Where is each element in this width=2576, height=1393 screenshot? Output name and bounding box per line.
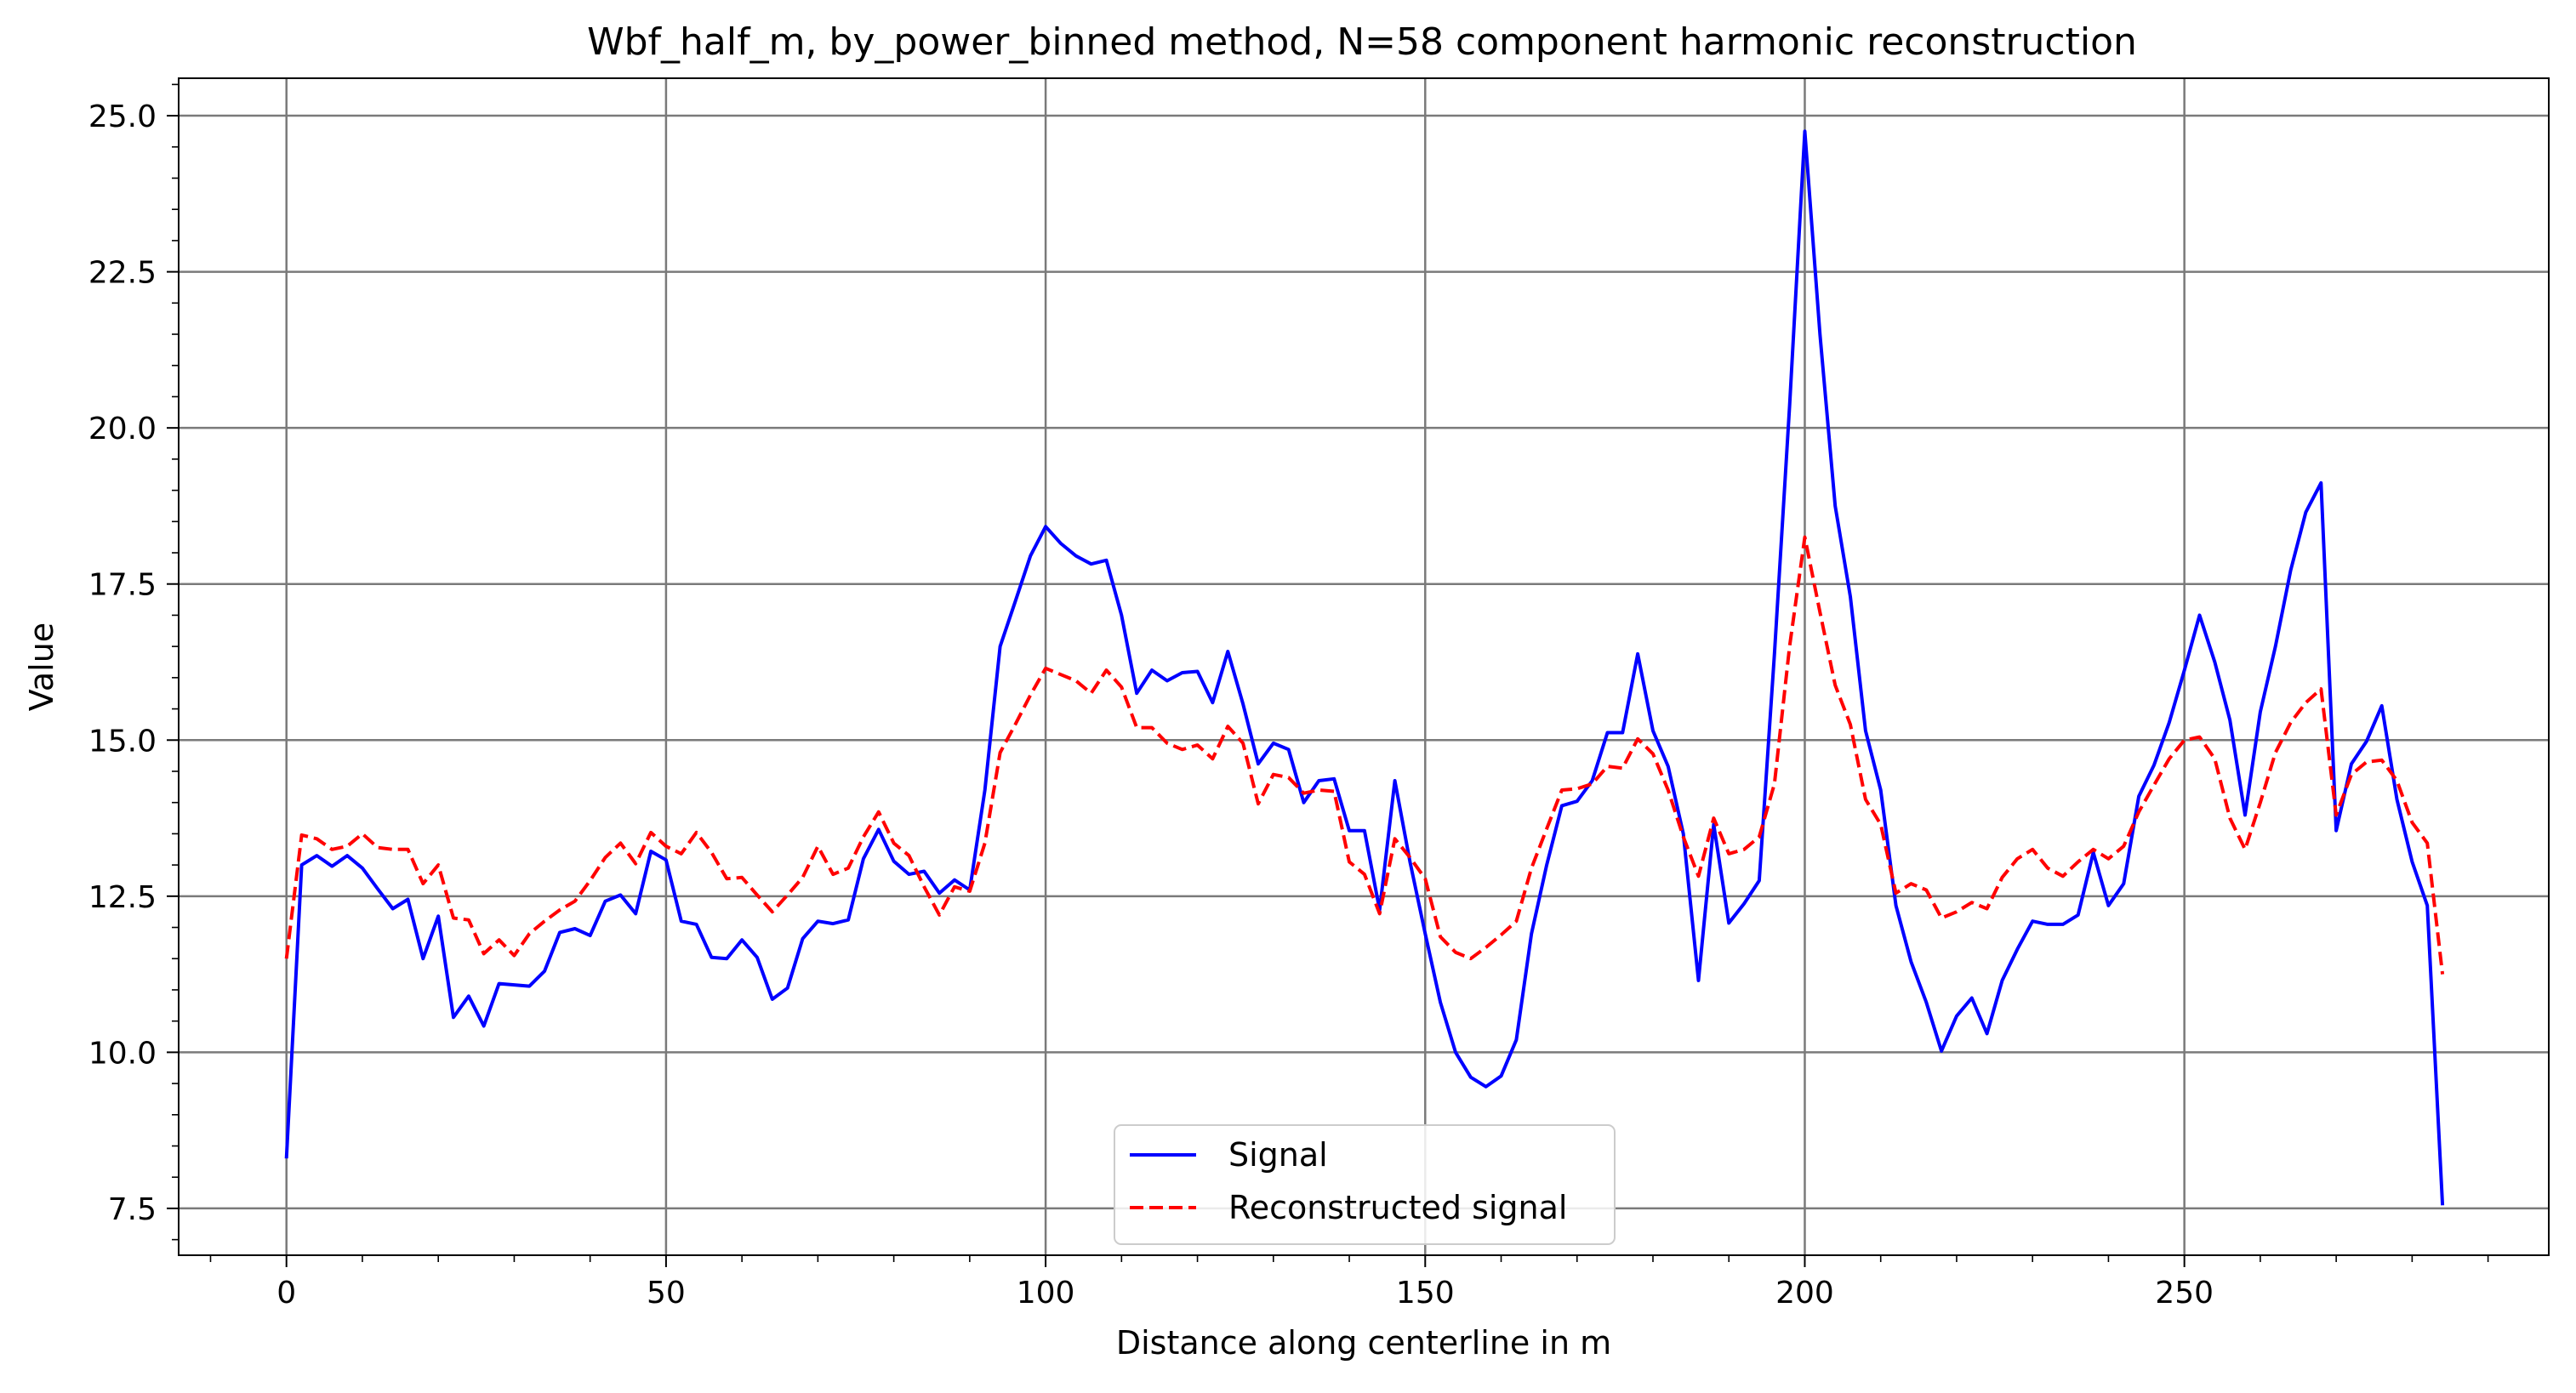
y-axis-tick-labels: 7.5 10.0 12.5 15.0 17.5 20.0 22.5 25.0 [88,100,157,1227]
y-tick-label: 22.5 [88,256,157,291]
y-tick-label: 10.0 [88,1036,157,1071]
chart-title: Wbf_half_m, by_power_binned method, N=58… [587,20,2137,64]
series-line-reconstructed-signal [284,535,2445,975]
legend: Signal Reconstructed signal [1114,1124,1616,1245]
x-tick-label: 0 [276,1276,296,1311]
plot-series [284,129,2445,1206]
x-tick-label: 200 [1775,1276,1834,1311]
y-tick-label: 7.5 [108,1192,157,1227]
x-axis-label: Distance along centerline in m [1116,1324,1611,1362]
y-tick-label: 25.0 [88,100,157,134]
grid [179,78,2549,1255]
y-tick-label: 20.0 [88,412,157,446]
x-tick-label: 150 [1396,1276,1455,1311]
legend-label-reconstructed-signal: Reconstructed signal [1228,1189,1567,1226]
x-axis-tick-labels: 0 50 100 150 200 250 [276,1276,2214,1311]
legend-label-signal: Signal [1228,1136,1328,1174]
x-tick-label: 100 [1017,1276,1075,1311]
legend-box [1114,1124,1616,1245]
y-tick-label: 12.5 [88,880,157,915]
x-tick-label: 50 [647,1276,686,1311]
axis-ticks [167,83,2489,1267]
series-line-signal [284,129,2445,1206]
plot-frame [178,77,2550,1256]
y-tick-label: 15.0 [88,724,157,759]
x-tick-label: 250 [2155,1276,2214,1311]
y-axis-label: Value [23,623,60,711]
y-tick-label: 17.5 [88,568,157,603]
